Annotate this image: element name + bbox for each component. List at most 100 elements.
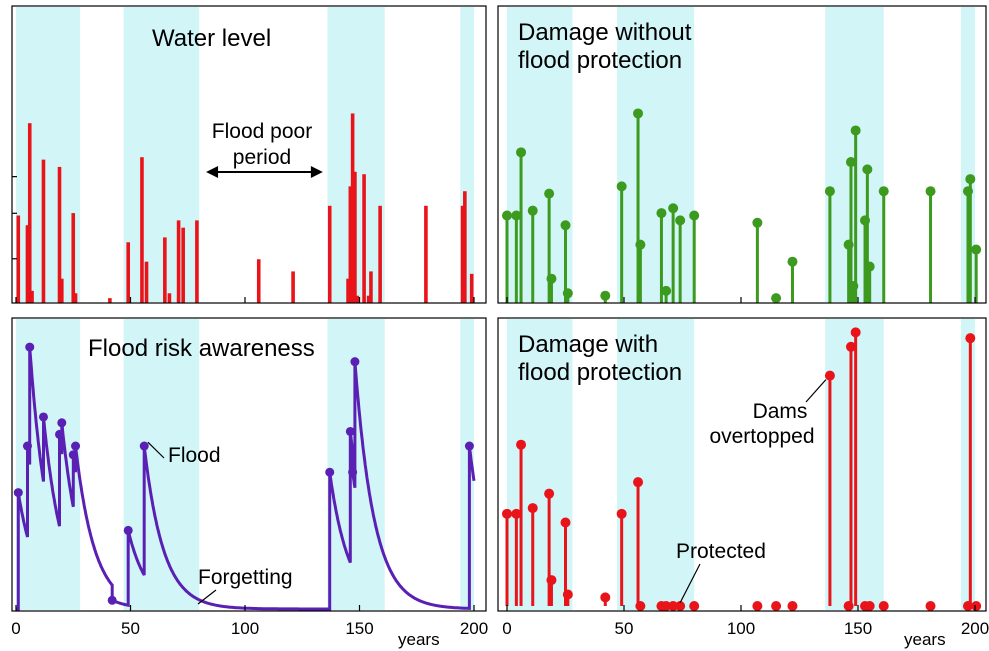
water-level-bar: [144, 261, 149, 303]
damage-marker: [752, 217, 763, 228]
damage-marker: [965, 333, 976, 344]
damage-marker: [864, 601, 875, 611]
x-tick-label: 200: [460, 619, 488, 638]
x-unit-label: years: [904, 630, 946, 649]
damage-marker: [668, 203, 679, 214]
damage-marker: [878, 186, 889, 197]
damage-marker: [656, 208, 667, 219]
x-tick-label: 0: [11, 619, 20, 638]
water-level-bar: [350, 113, 355, 304]
damage-marker: [544, 488, 555, 499]
water-level-bar: [181, 227, 185, 303]
damage-marker: [516, 147, 527, 158]
water-level-bar: [163, 237, 167, 303]
panel-frame: [497, 5, 987, 304]
damage-marker: [511, 508, 522, 519]
damage-marker: [925, 601, 936, 611]
water-level-bar: [126, 242, 131, 303]
annotation-dams-pointer: [805, 379, 827, 403]
x-tick-label: 100: [231, 619, 259, 638]
damage-marker: [824, 186, 835, 197]
damage-marker: [600, 592, 611, 603]
damage-marker: [516, 439, 527, 450]
damage-marker: [633, 108, 644, 119]
damage-marker: [864, 261, 875, 272]
damage-marker: [661, 285, 672, 296]
flood-event-marker: [139, 441, 149, 451]
damage-marker: [850, 125, 861, 136]
flood-rich-band-1: [616, 319, 695, 610]
x-tick-label: 50: [615, 619, 634, 638]
flood-rich-band-0: [507, 319, 573, 610]
panel-title-line: Damage without: [518, 19, 692, 46]
panel-frame: [11, 5, 487, 304]
damage-marker: [771, 293, 782, 304]
damage-marker: [752, 601, 763, 611]
damage-marker: [527, 503, 538, 514]
damage-marker: [616, 508, 627, 519]
damage-marker: [661, 601, 672, 611]
flood-rich-band-1: [123, 7, 200, 302]
damage-marker: [675, 601, 686, 611]
damage-marker: [971, 244, 982, 255]
damage-marker: [616, 181, 627, 192]
panel-title-line: flood protection: [518, 47, 682, 74]
water-level-bar: [30, 290, 34, 303]
flood-event-marker: [107, 595, 117, 605]
panel-title-line: flood protection: [518, 359, 682, 386]
period-arrow-right: [310, 166, 323, 178]
damage-marker: [546, 575, 557, 586]
damage-marker: [600, 290, 611, 301]
damage-marker: [502, 210, 512, 221]
water-level-bar: [256, 259, 261, 303]
water-level-bar: [369, 271, 373, 303]
annotation-protected-pointer: [679, 563, 701, 604]
flood-event-marker: [22, 441, 32, 451]
x-tick-label: 100: [727, 619, 755, 638]
annotation-protected: Protected: [676, 540, 766, 563]
water-level-bar: [424, 205, 428, 303]
annotation-flood: Flood: [168, 444, 221, 467]
flood-rich-band-0: [16, 7, 81, 302]
damage-marker: [562, 589, 573, 600]
annotation-forgetting: Forgetting: [198, 566, 293, 589]
water-level-bar: [71, 213, 76, 303]
x-tick-label: 0: [502, 619, 511, 638]
annotation-dams-overtopped: overtopped: [709, 425, 814, 448]
damage-marker: [502, 508, 512, 519]
damage-marker: [675, 215, 686, 226]
damage-marker: [878, 601, 889, 611]
water-level-bar: [25, 225, 30, 303]
water-level-bar: [27, 123, 32, 304]
damage-marker: [787, 601, 798, 611]
flood-event-marker: [348, 467, 358, 477]
damage-marker: [689, 601, 700, 611]
water-level-bar: [366, 295, 371, 303]
damage-marker: [668, 601, 679, 611]
damage-marker: [845, 341, 856, 352]
x-unit-label: years: [398, 630, 440, 649]
annotation-flood-poor-period: Flood poor: [212, 120, 312, 143]
panel-frame: [497, 317, 987, 612]
annotation-flood-pointer: [147, 441, 165, 459]
panel-title-line: Water level: [152, 25, 271, 52]
water-level-bar: [57, 166, 62, 303]
water-level-bar: [176, 220, 181, 303]
damage-marker: [862, 164, 873, 175]
annotation-flood-poor-period: period: [233, 146, 291, 169]
flood-event-marker: [325, 467, 335, 477]
damage-marker: [633, 477, 644, 488]
awareness-line: [16, 346, 476, 611]
water-level-bar: [167, 293, 172, 303]
water-level-bar: [41, 159, 46, 303]
flood-event-marker: [464, 441, 474, 451]
damage-marker: [544, 188, 555, 199]
water-level-bar: [291, 271, 295, 303]
water-level-bar: [108, 298, 112, 303]
damage-marker: [635, 601, 646, 611]
x-tick-label: 50: [121, 619, 140, 638]
water-level-bar: [348, 186, 353, 303]
